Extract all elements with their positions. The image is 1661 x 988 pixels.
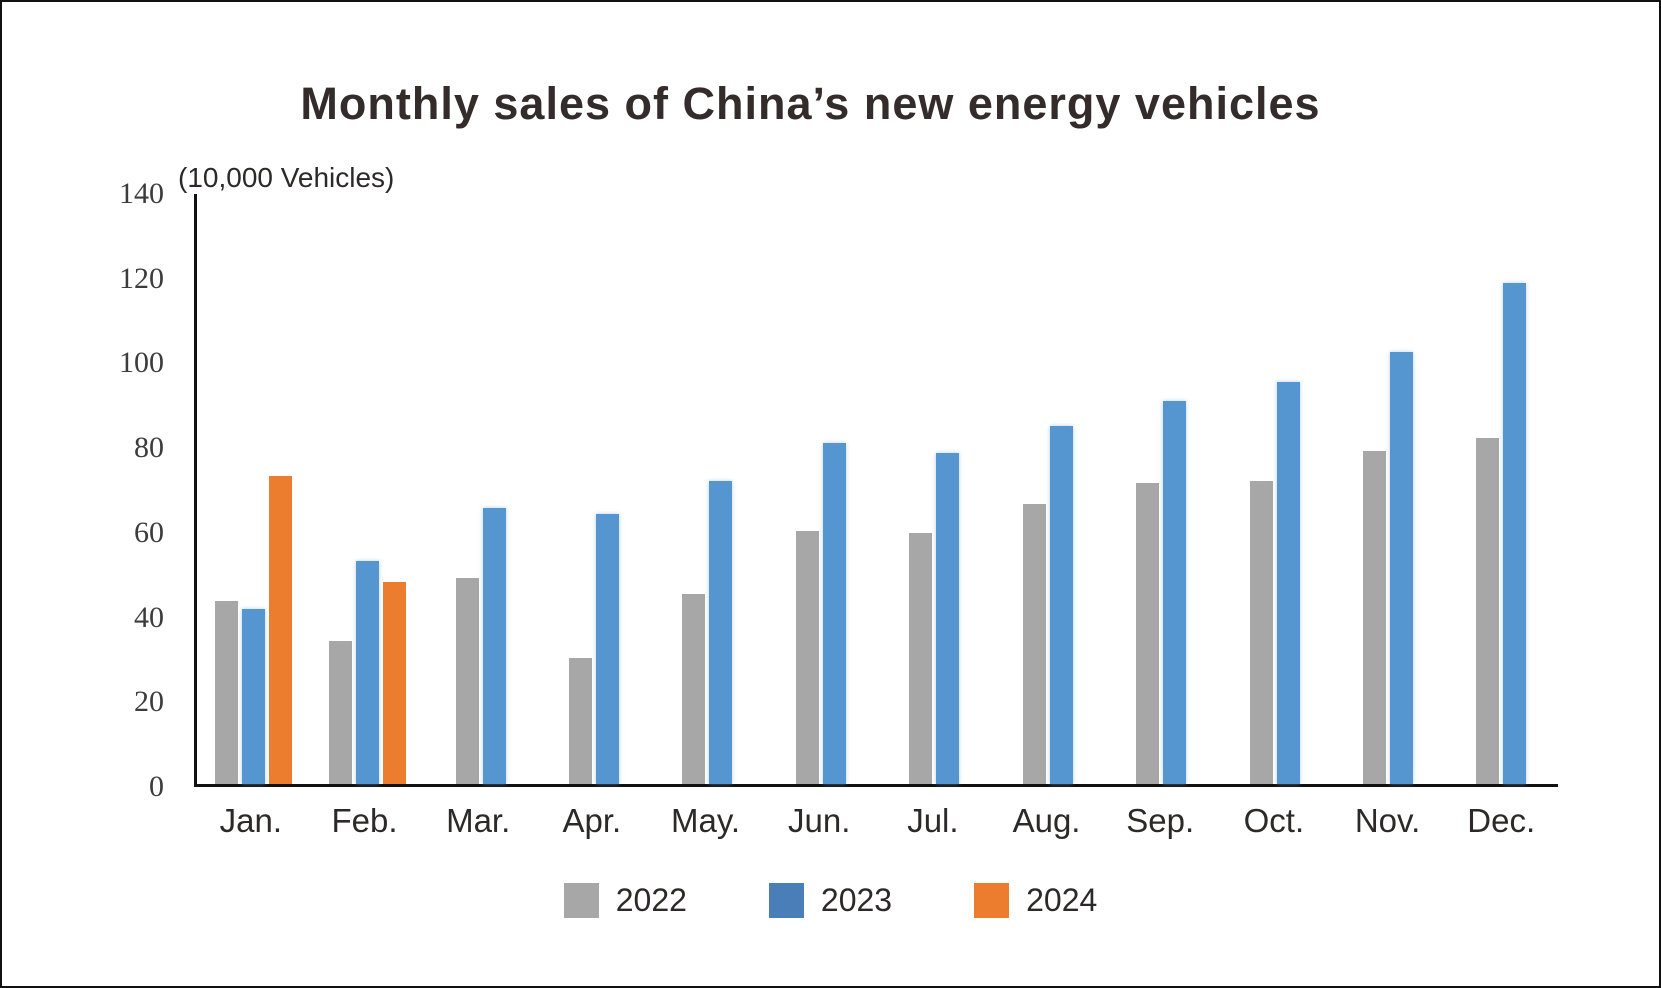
- bar-2023-oct: [1276, 381, 1300, 784]
- legend-item-2023: 2023: [768, 882, 893, 919]
- legend-label-2023: 2023: [820, 882, 893, 918]
- x-axis-label-feb: Feb.: [331, 802, 398, 839]
- bar-2022-apr: [568, 657, 592, 784]
- x-axis-label-apr: Apr.: [562, 802, 622, 839]
- y-tick-label-0: 0: [149, 770, 164, 803]
- bar-2022-dec: [1476, 438, 1500, 784]
- bar-2024-jan: [269, 476, 293, 784]
- bar-group-oct: [1218, 194, 1331, 784]
- y-axis-unit-label: (10,000 Vehicles): [178, 162, 395, 193]
- bar-2023-jul: [936, 453, 960, 784]
- bar-2022-sep: [1136, 482, 1160, 784]
- x-axis-label-jan: Jan.: [219, 802, 283, 839]
- y-tick-label-60: 60: [134, 515, 164, 549]
- x-axis-label-dec: Dec.: [1467, 802, 1536, 839]
- bar-group-aug: [991, 194, 1104, 784]
- plot-area: [194, 194, 1558, 787]
- legend-swatch-2023: [768, 883, 804, 918]
- y-axis-tick-labels: 0 20 40 60 80 100 120 140: [62, 179, 164, 802]
- bar-2023-dec: [1503, 282, 1527, 784]
- y-tick-label-100: 100: [119, 346, 164, 380]
- legend-item-2022: 2022: [563, 882, 687, 919]
- bar-group-jan: [197, 194, 310, 784]
- bar-2023-jun: [822, 442, 846, 784]
- bar-2022-feb: [328, 640, 352, 784]
- bar-2022-aug: [1022, 503, 1046, 784]
- bar-group-nov: [1331, 194, 1444, 784]
- bar-group-jun: [764, 194, 877, 784]
- x-axis-label-aug: Aug.: [1012, 802, 1081, 839]
- legend: 2022 2023 2024: [2, 882, 1659, 919]
- bar-2022-mar: [455, 577, 479, 784]
- legend-label-2024: 2024: [1026, 882, 1098, 918]
- bar-2023-apr: [595, 514, 619, 784]
- bar-group-feb: [310, 194, 423, 784]
- bar-2023-feb: [355, 560, 379, 784]
- bar-2022-jan: [215, 600, 239, 784]
- chart-title: Monthly sales of China’s new energy vehi…: [300, 78, 1321, 129]
- bar-2022-jun: [795, 531, 819, 784]
- bar-group-mar: [424, 194, 537, 784]
- bar-2022-nov: [1362, 451, 1386, 784]
- x-axis-label-nov: Nov.: [1354, 802, 1421, 839]
- bar-2023-mar: [482, 507, 506, 784]
- x-axis-label-jul: Jul.: [907, 802, 959, 839]
- bar-2022-oct: [1249, 480, 1273, 784]
- legend-swatch-2022: [563, 883, 599, 918]
- x-axis-label-oct: Oct.: [1243, 802, 1305, 839]
- bar-2022-may: [682, 594, 706, 784]
- x-axis-label-jun: Jun.: [788, 802, 851, 839]
- bar-2023-nov: [1389, 352, 1413, 784]
- legend-item-2024: 2024: [974, 882, 1097, 919]
- y-tick-label-140: 140: [119, 177, 164, 210]
- x-axis-label-sep: Sep.: [1126, 802, 1195, 839]
- bar-2023-aug: [1049, 425, 1073, 784]
- legend-label-2022: 2022: [615, 882, 687, 918]
- y-tick-label-20: 20: [134, 685, 164, 719]
- bar-2023-jan: [242, 609, 266, 784]
- bar-group-apr: [537, 194, 650, 784]
- y-tick-label-40: 40: [134, 600, 164, 634]
- bar-2023-sep: [1163, 400, 1187, 784]
- y-tick-label-80: 80: [134, 431, 164, 465]
- bar-groups: [197, 194, 1558, 784]
- legend-swatch-2024: [974, 883, 1010, 918]
- bar-2024-feb: [382, 581, 406, 784]
- y-tick-label-120: 120: [119, 261, 164, 295]
- bar-group-may: [651, 194, 764, 784]
- bar-group-jul: [878, 194, 991, 784]
- x-axis-label-mar: Mar.: [446, 802, 511, 839]
- x-axis-label-may: May.: [670, 802, 741, 839]
- bar-group-dec: [1445, 194, 1558, 784]
- x-axis-labels: Jan. Feb. Mar. Apr. May. Jun. Jul. Aug. Sep. Oct.…: [194, 802, 1558, 846]
- bar-group-sep: [1104, 194, 1217, 784]
- bar-2023-may: [709, 480, 733, 784]
- bar-2022-jul: [909, 533, 933, 784]
